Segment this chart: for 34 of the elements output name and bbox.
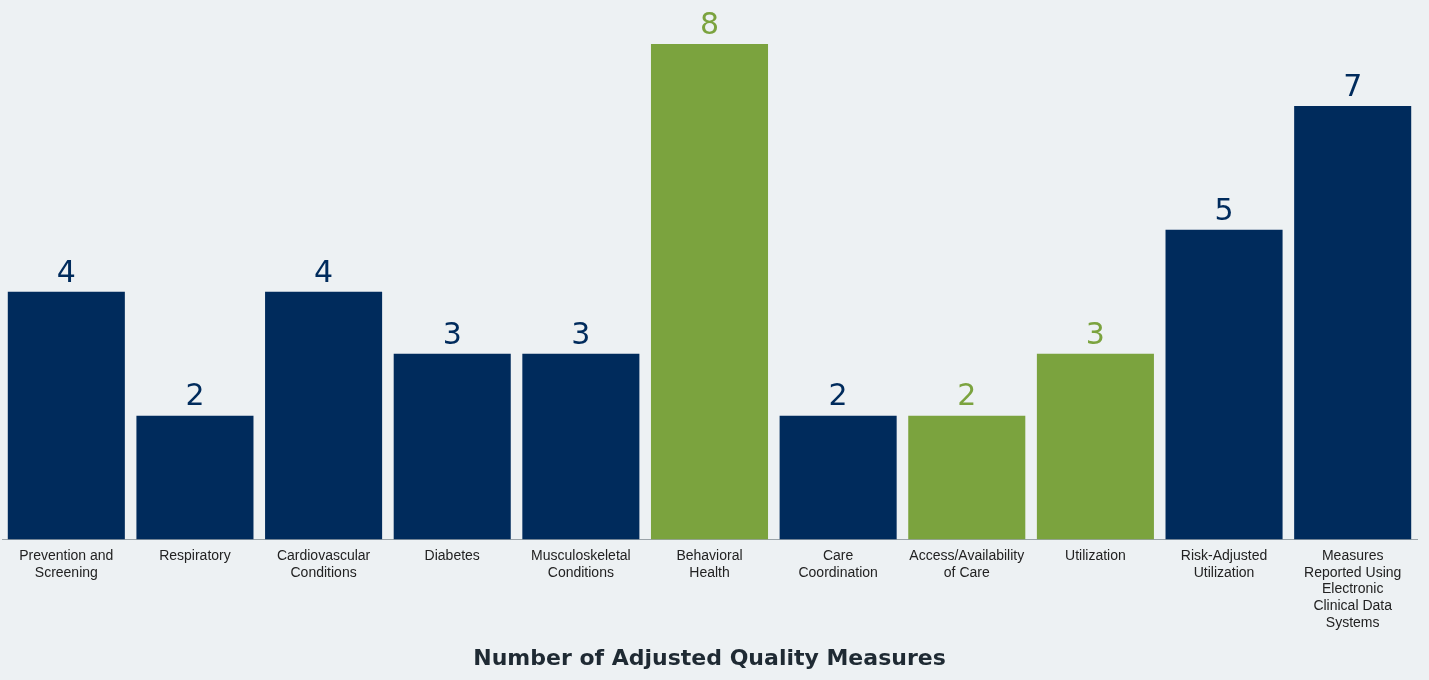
bar	[1294, 105, 1412, 540]
bar	[7, 291, 125, 540]
x-tick-label: Behavioral Health	[676, 546, 743, 580]
data-label: 7	[1343, 67, 1363, 103]
data-label: 2	[185, 377, 205, 413]
x-tick-label: Risk-Adjusted Utilization	[1180, 546, 1268, 580]
x-tick-label: Musculoskeletal Conditions	[531, 546, 631, 580]
x-tick-label: Measures Reported Using Electronic Clinical Data Systems	[1304, 546, 1402, 631]
data-label: 3	[442, 315, 462, 351]
bar	[265, 291, 383, 540]
bar	[136, 415, 254, 540]
x-tick-label: Care Coordination	[798, 546, 878, 580]
bar	[908, 415, 1026, 540]
x-tick-label: Prevention and Screening	[19, 546, 114, 580]
bar	[650, 44, 769, 540]
bar	[522, 353, 640, 540]
data-label: 8	[699, 5, 720, 41]
x-tick-label: Diabetes	[424, 546, 480, 563]
x-axis-title: Number of Adjusted Quality Measures	[473, 644, 946, 670]
data-label: 5	[1214, 191, 1234, 227]
data-label: 4	[56, 253, 76, 289]
bar	[1036, 353, 1154, 540]
x-tick-label: Cardiovascular Conditions	[276, 546, 371, 580]
data-label: 3	[1085, 315, 1105, 351]
data-label: 2	[957, 377, 977, 413]
data-label: 3	[571, 315, 591, 351]
x-tick-label: Access/Availability of Care	[909, 546, 1025, 580]
x-tick-label: Utilization	[1065, 546, 1126, 563]
x-tick-label: Respiratory	[159, 546, 231, 563]
bar	[1165, 229, 1283, 540]
bar	[779, 415, 897, 540]
data-label: 2	[828, 377, 848, 413]
bar	[393, 353, 511, 540]
data-label: 4	[314, 253, 334, 289]
